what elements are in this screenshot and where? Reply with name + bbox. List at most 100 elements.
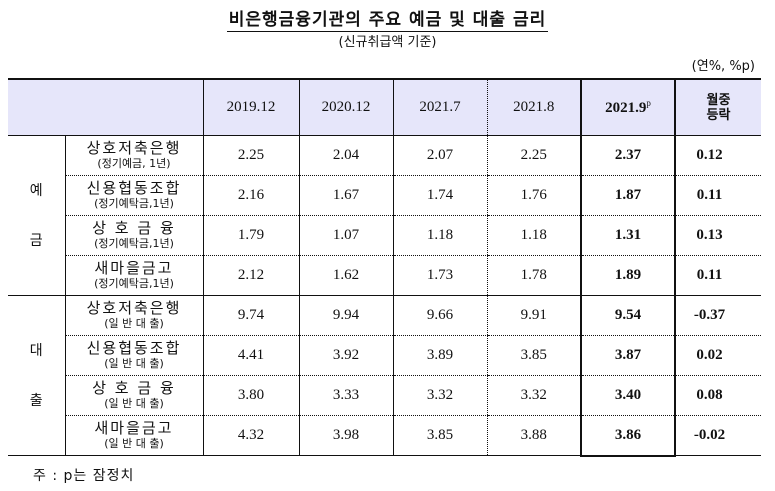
rate-cell: 3.80 [203, 375, 299, 416]
rate-cell: 2.25 [203, 135, 299, 176]
table-row: 신용협동조합 (정기예탁금,1년) 2.16 1.67 1.74 1.76 1.8… [8, 175, 761, 216]
rate-cell-highlight: 1.89 [580, 255, 676, 296]
change-header-line2: 등락 [706, 107, 731, 123]
product-type: (정기예금, 1년) [97, 156, 171, 170]
rate-cell: 1.79 [203, 215, 299, 256]
table-row: 새마을금고 (정기예탁금,1년) 2.12 1.62 1.73 1.78 1.89… [8, 255, 761, 296]
institution-name: 새마을금고 [94, 258, 174, 277]
rate-cell: 3.92 [298, 335, 393, 376]
rate-cell: 1.18 [486, 215, 581, 256]
rate-cell: 2.25 [486, 135, 581, 176]
rate-cell: 3.32 [486, 375, 581, 416]
institution-name: 새마을금고 [94, 418, 174, 437]
section-char: 출 [29, 392, 43, 409]
table-row: 대 출 상호저축은행 (일 반 대 출) 9.74 9.94 9.66 9.91 … [8, 295, 761, 456]
unit-label: (연%, %p) [691, 59, 755, 74]
section-char: 예 [29, 182, 43, 199]
rate-cell: 3.85 [392, 415, 487, 456]
change-cell: 0.11 [675, 175, 761, 216]
column-header-2021-8: 2021.8 [486, 78, 581, 136]
column-header-2021-7: 2021.7 [392, 78, 487, 136]
rate-cell: 1.76 [486, 175, 581, 216]
rate-cell: 1.62 [298, 255, 393, 296]
institution-name: 상호저축은행 [86, 298, 182, 317]
institution-name: 상 호 금 융 [92, 218, 176, 237]
column-header-2020-12: 2020.12 [298, 78, 393, 136]
change-cell: 0.11 [675, 255, 761, 296]
rate-cell-highlight: 3.86 [580, 415, 676, 457]
institution-cell: 상호저축은행 (정기예금, 1년) [65, 135, 204, 176]
header-row: 2019.12 2020.12 2021.7 2021.8 2021.9p 월중… [8, 78, 761, 136]
rate-cell: 4.41 [203, 335, 299, 376]
product-type: (일 반 대 출) [104, 356, 164, 370]
rate-cell-highlight: 3.40 [580, 375, 676, 416]
rate-cell: 1.67 [298, 175, 393, 216]
institution-cell: 상 호 금 융 (일 반 대 출) [65, 375, 204, 416]
rate-cell: 3.88 [486, 415, 581, 456]
rate-cell: 3.33 [298, 375, 393, 416]
institution-name: 신용협동조합 [86, 338, 182, 357]
section-label-deposit: 예 금 [8, 135, 66, 296]
table-row: 신용협동조합 (일 반 대 출) 4.41 3.92 3.89 3.85 3.87… [8, 335, 761, 376]
rate-cell: 9.94 [298, 295, 393, 336]
change-cell: -0.02 [675, 415, 761, 456]
rate-cell: 1.73 [392, 255, 487, 296]
header-corner [8, 78, 203, 136]
rate-cell: 3.98 [298, 415, 393, 456]
footnote: 주 : p는 잠정치 [33, 468, 135, 484]
change-header-line1: 월중 [706, 92, 731, 108]
institution-cell: 신용협동조합 (정기예탁금,1년) [65, 175, 204, 216]
change-cell: 0.02 [675, 335, 761, 376]
section-label-loan: 대 출 [8, 295, 66, 456]
column-header-2021-9-label: 2021.9 [605, 100, 647, 116]
change-cell: 0.08 [675, 375, 761, 416]
institution-name: 상 호 금 융 [92, 378, 176, 397]
rate-cell: 1.74 [392, 175, 487, 216]
product-type: (일 반 대 출) [104, 316, 164, 330]
change-cell: 0.12 [675, 135, 761, 176]
section-char: 금 [29, 232, 43, 249]
rate-cell: 3.85 [486, 335, 581, 376]
rate-cell-highlight: 1.31 [580, 215, 676, 256]
rate-cell: 9.66 [392, 295, 487, 336]
change-cell: -0.37 [675, 295, 761, 336]
rate-cell-highlight: 9.54 [580, 295, 676, 336]
rate-cell: 3.32 [392, 375, 487, 416]
table-row: 상 호 금 융 (정기예탁금,1년) 1.79 1.07 1.18 1.18 1.… [8, 215, 761, 256]
institution-name: 상호저축은행 [86, 138, 182, 157]
preliminary-mark: p [646, 98, 651, 108]
interest-rate-table: 2019.12 2020.12 2021.7 2021.8 2021.9p 월중… [8, 78, 761, 457]
institution-cell: 상호저축은행 (일 반 대 출) [65, 295, 204, 336]
institution-cell: 새마을금고 (정기예탁금,1년) [65, 255, 204, 296]
institution-cell: 신용협동조합 (일 반 대 출) [65, 335, 204, 376]
table-row: 상 호 금 융 (일 반 대 출) 3.80 3.33 3.32 3.32 3.4… [8, 375, 761, 416]
rate-cell: 2.07 [392, 135, 487, 176]
rate-cell: 1.07 [298, 215, 393, 256]
institution-cell: 새마을금고 (일 반 대 출) [65, 415, 204, 456]
column-header-monthly-change: 월중 등락 [675, 78, 761, 136]
institution-cell: 상 호 금 융 (정기예탁금,1년) [65, 215, 204, 256]
change-cell: 0.13 [675, 215, 761, 256]
column-header-2021-9: 2021.9p [580, 78, 676, 136]
rate-cell: 2.12 [203, 255, 299, 296]
product-type: (정기예탁금,1년) [94, 276, 174, 290]
product-type: (정기예탁금,1년) [94, 236, 174, 250]
rate-cell: 9.91 [486, 295, 581, 336]
subtitle: (신규취급액 기준) [338, 35, 437, 50]
rate-cell: 1.18 [392, 215, 487, 256]
rate-cell: 3.89 [392, 335, 487, 376]
product-type: (일 반 대 출) [104, 396, 164, 410]
title-text: 비은행금융기관의 주요 예금 및 대출 금리 [226, 10, 549, 32]
product-type: (일 반 대 출) [104, 436, 164, 450]
table-row: 새마을금고 (일 반 대 출) 4.32 3.98 3.85 3.88 3.86 … [8, 415, 761, 457]
rate-cell: 9.74 [203, 295, 299, 336]
rate-cell-highlight: 3.87 [580, 335, 676, 376]
rate-cell-highlight: 1.87 [580, 175, 676, 216]
product-type: (정기예탁금,1년) [94, 196, 174, 210]
institution-name: 신용협동조합 [86, 178, 182, 197]
rate-cell: 2.16 [203, 175, 299, 216]
table-row: 예 금 상호저축은행 (정기예금, 1년) 2.25 2.04 2.07 2.25… [8, 135, 761, 296]
rate-cell: 4.32 [203, 415, 299, 456]
rate-cell-highlight: 2.37 [580, 135, 676, 176]
section-char: 대 [29, 342, 43, 359]
